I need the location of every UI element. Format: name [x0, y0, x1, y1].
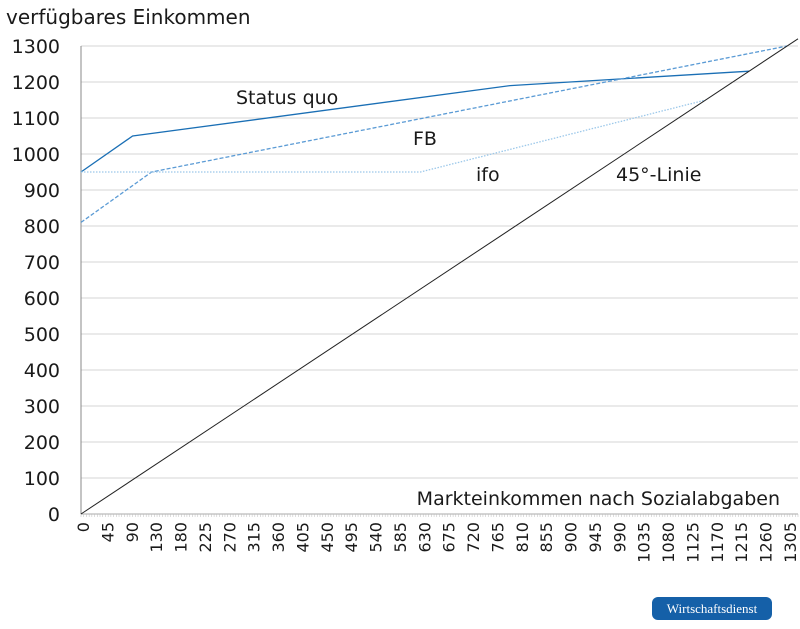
x-tick-label: 225: [196, 522, 215, 553]
y-tick-label: 500: [24, 324, 60, 346]
y-tick-label: 700: [24, 252, 60, 274]
x-tick-label: 450: [318, 522, 337, 553]
x-tick-label: 0: [74, 522, 93, 532]
x-tick-label: 130: [147, 522, 166, 553]
wirtschaftsdienst-logo: Wirtschaftsdienst: [652, 597, 772, 620]
x-axis-title: Markteinkommen nach Sozialabgaben: [417, 488, 780, 510]
x-tick-label: 90: [123, 522, 142, 542]
y-tick-label: 1300: [12, 36, 60, 58]
x-tick-label: 1080: [659, 522, 678, 563]
x-tick-label: 945: [586, 522, 605, 553]
x-tick-label: 360: [269, 522, 288, 553]
y-tick-label: 800: [24, 216, 60, 238]
x-tick-label: 315: [245, 522, 264, 553]
label-45-line: 45°-Linie: [616, 164, 701, 186]
y-tick-label: 900: [24, 180, 60, 202]
x-tick-label: 675: [440, 522, 459, 553]
y-tick-label: 200: [24, 432, 60, 454]
x-tick-label: 990: [610, 522, 629, 553]
x-tick-label: 585: [391, 522, 410, 553]
y-tick-label: 1100: [12, 108, 60, 130]
x-tick-label: 1035: [635, 522, 654, 563]
series-line-status-quo: [80, 70, 750, 173]
series-line-fb: [80, 45, 788, 223]
x-tick-label: 1305: [781, 522, 800, 563]
x-tick-label: 855: [537, 522, 556, 553]
label-status-quo: Status quo: [236, 87, 338, 109]
y-tick-label: 300: [24, 396, 60, 418]
x-tick-label: 720: [464, 522, 483, 553]
x-tick-label: 180: [172, 522, 191, 553]
x-tick-label: 540: [367, 522, 386, 553]
x-tick-label: 810: [513, 522, 532, 553]
x-tick-label: 495: [342, 522, 361, 553]
x-tick-label: 1170: [708, 522, 727, 563]
y-axis-title: verfügbares Einkommen: [6, 5, 251, 29]
y-tick-label: 400: [24, 360, 60, 382]
y-tick-label: 100: [24, 468, 60, 490]
y-tick-label: 600: [24, 288, 60, 310]
x-tick-label: 405: [293, 522, 312, 553]
y-tick-label: 0: [48, 504, 60, 526]
y-tick-label: 1200: [12, 72, 60, 94]
x-tick-label: 1260: [757, 522, 776, 563]
label-fb: FB: [413, 128, 437, 150]
x-tick-label: 900: [562, 522, 581, 553]
series-line-ifo: [81, 99, 706, 173]
y-tick-label: 1000: [12, 144, 60, 166]
x-tick-label: 765: [488, 522, 507, 553]
series-line-45-linie: [80, 38, 799, 515]
x-tick-label: 1215: [732, 522, 751, 563]
x-tick-label: 45: [98, 522, 117, 542]
label-ifo: ifo: [476, 164, 500, 186]
x-tick-label: 270: [220, 522, 239, 553]
x-tick-label: 1125: [683, 522, 702, 563]
x-tick-label: 630: [415, 522, 434, 553]
